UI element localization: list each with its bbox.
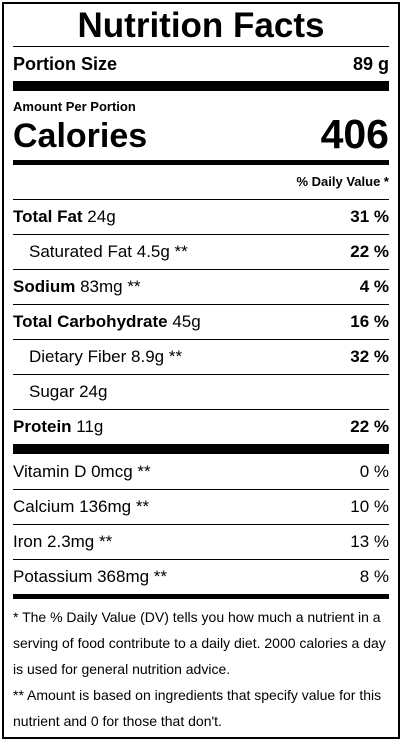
nutrition-facts-panel: Nutrition Facts Portion Size 89 g Amount…	[2, 2, 400, 739]
nutrient-label: Vitamin D 0mcg **	[13, 461, 151, 481]
footnotes: * The % Daily Value (DV) tells you how m…	[13, 599, 389, 734]
nutrient-row-total-fat: Total Fat 24g 31 %	[13, 199, 389, 234]
calories-row: Calories 406	[13, 110, 389, 156]
footnote-daily-value: * The % Daily Value (DV) tells you how m…	[13, 609, 386, 677]
nutrient-row-iron: Iron 2.3mg ** 13 %	[13, 524, 389, 559]
nutrient-row-sugar: Sugar 24g	[13, 374, 389, 409]
nutrient-label: Potassium 368mg **	[13, 567, 168, 586]
calories-label: Calories	[13, 117, 148, 155]
nutrient-row-total-carbohydrate: Total Carbohydrate 45g 16 %	[13, 304, 389, 339]
nutrient-row-saturated-fat: Saturated Fat 4.5g ** 22 %	[13, 234, 389, 269]
nutrient-row-potassium: Potassium 368mg ** 8 %	[13, 559, 389, 594]
nutrient-dv: 31 %	[350, 207, 389, 226]
nutrient-row-vitamin-d: Vitamin D 0mcg ** 0 %	[13, 454, 389, 489]
nutrient-name: Sugar	[29, 382, 75, 401]
divider-thick	[13, 444, 389, 454]
nutrient-name: Total Carbohydrate	[13, 312, 168, 331]
nutrient-dv: 22 %	[350, 417, 389, 436]
divider-medium	[13, 594, 389, 599]
amount-per-portion: Amount Per Portion	[13, 99, 136, 114]
calories-value: 406	[320, 111, 389, 157]
nutrient-dv: 8 %	[359, 567, 389, 586]
portion-size-row: Portion Size 89 g	[13, 47, 389, 81]
nutrient-amount: 24g	[74, 382, 108, 401]
nutrient-dv: 13 %	[350, 532, 389, 551]
nutrient-row-dietary-fiber: Dietary Fiber 8.9g ** 32 %	[13, 339, 389, 374]
footnote-amount-basis: ** Amount is based on ingredients that s…	[13, 687, 382, 729]
nutrient-amount: 11g	[71, 417, 104, 436]
nutrient-amount: 4.5g **	[132, 242, 188, 261]
nutrient-row-sodium: Sodium 83mg ** 4 %	[13, 269, 389, 304]
nutrient-name: Sodium	[13, 277, 76, 296]
nutrient-name: Total Fat	[13, 207, 83, 226]
nutrient-name: Saturated Fat	[29, 242, 133, 261]
nutrient-label: Iron 2.3mg **	[13, 532, 113, 551]
nutrient-name: Dietary Fiber	[29, 347, 127, 366]
nutrient-row-calcium: Calcium 136mg ** 10 %	[13, 489, 389, 524]
nutrient-label: Calcium 136mg **	[13, 497, 150, 516]
daily-value-header: % Daily Value *	[296, 174, 390, 189]
nutrient-name: Protein	[13, 417, 72, 436]
nutrient-amount: 24g	[82, 207, 116, 226]
nutrient-amount: 8.9g **	[126, 347, 183, 366]
nutrient-dv: 32 %	[350, 347, 389, 366]
divider-medium	[13, 160, 389, 165]
nutrient-amount: 83mg **	[75, 277, 141, 296]
divider-thick	[13, 81, 389, 91]
divider	[13, 46, 389, 47]
panel-title: Nutrition Facts	[77, 6, 325, 45]
nutrient-amount: 45g	[167, 312, 201, 331]
portion-size-label: Portion Size	[13, 53, 118, 74]
nutrient-row-protein: Protein 11g 22 %	[13, 409, 389, 444]
nutrient-dv: 22 %	[350, 242, 389, 261]
nutrient-dv: 0 %	[359, 461, 389, 481]
nutrient-dv: 4 %	[359, 277, 389, 296]
nutrient-dv: 10 %	[350, 497, 389, 516]
portion-size-value: 89 g	[352, 53, 389, 74]
nutrient-dv: 16 %	[350, 312, 389, 331]
